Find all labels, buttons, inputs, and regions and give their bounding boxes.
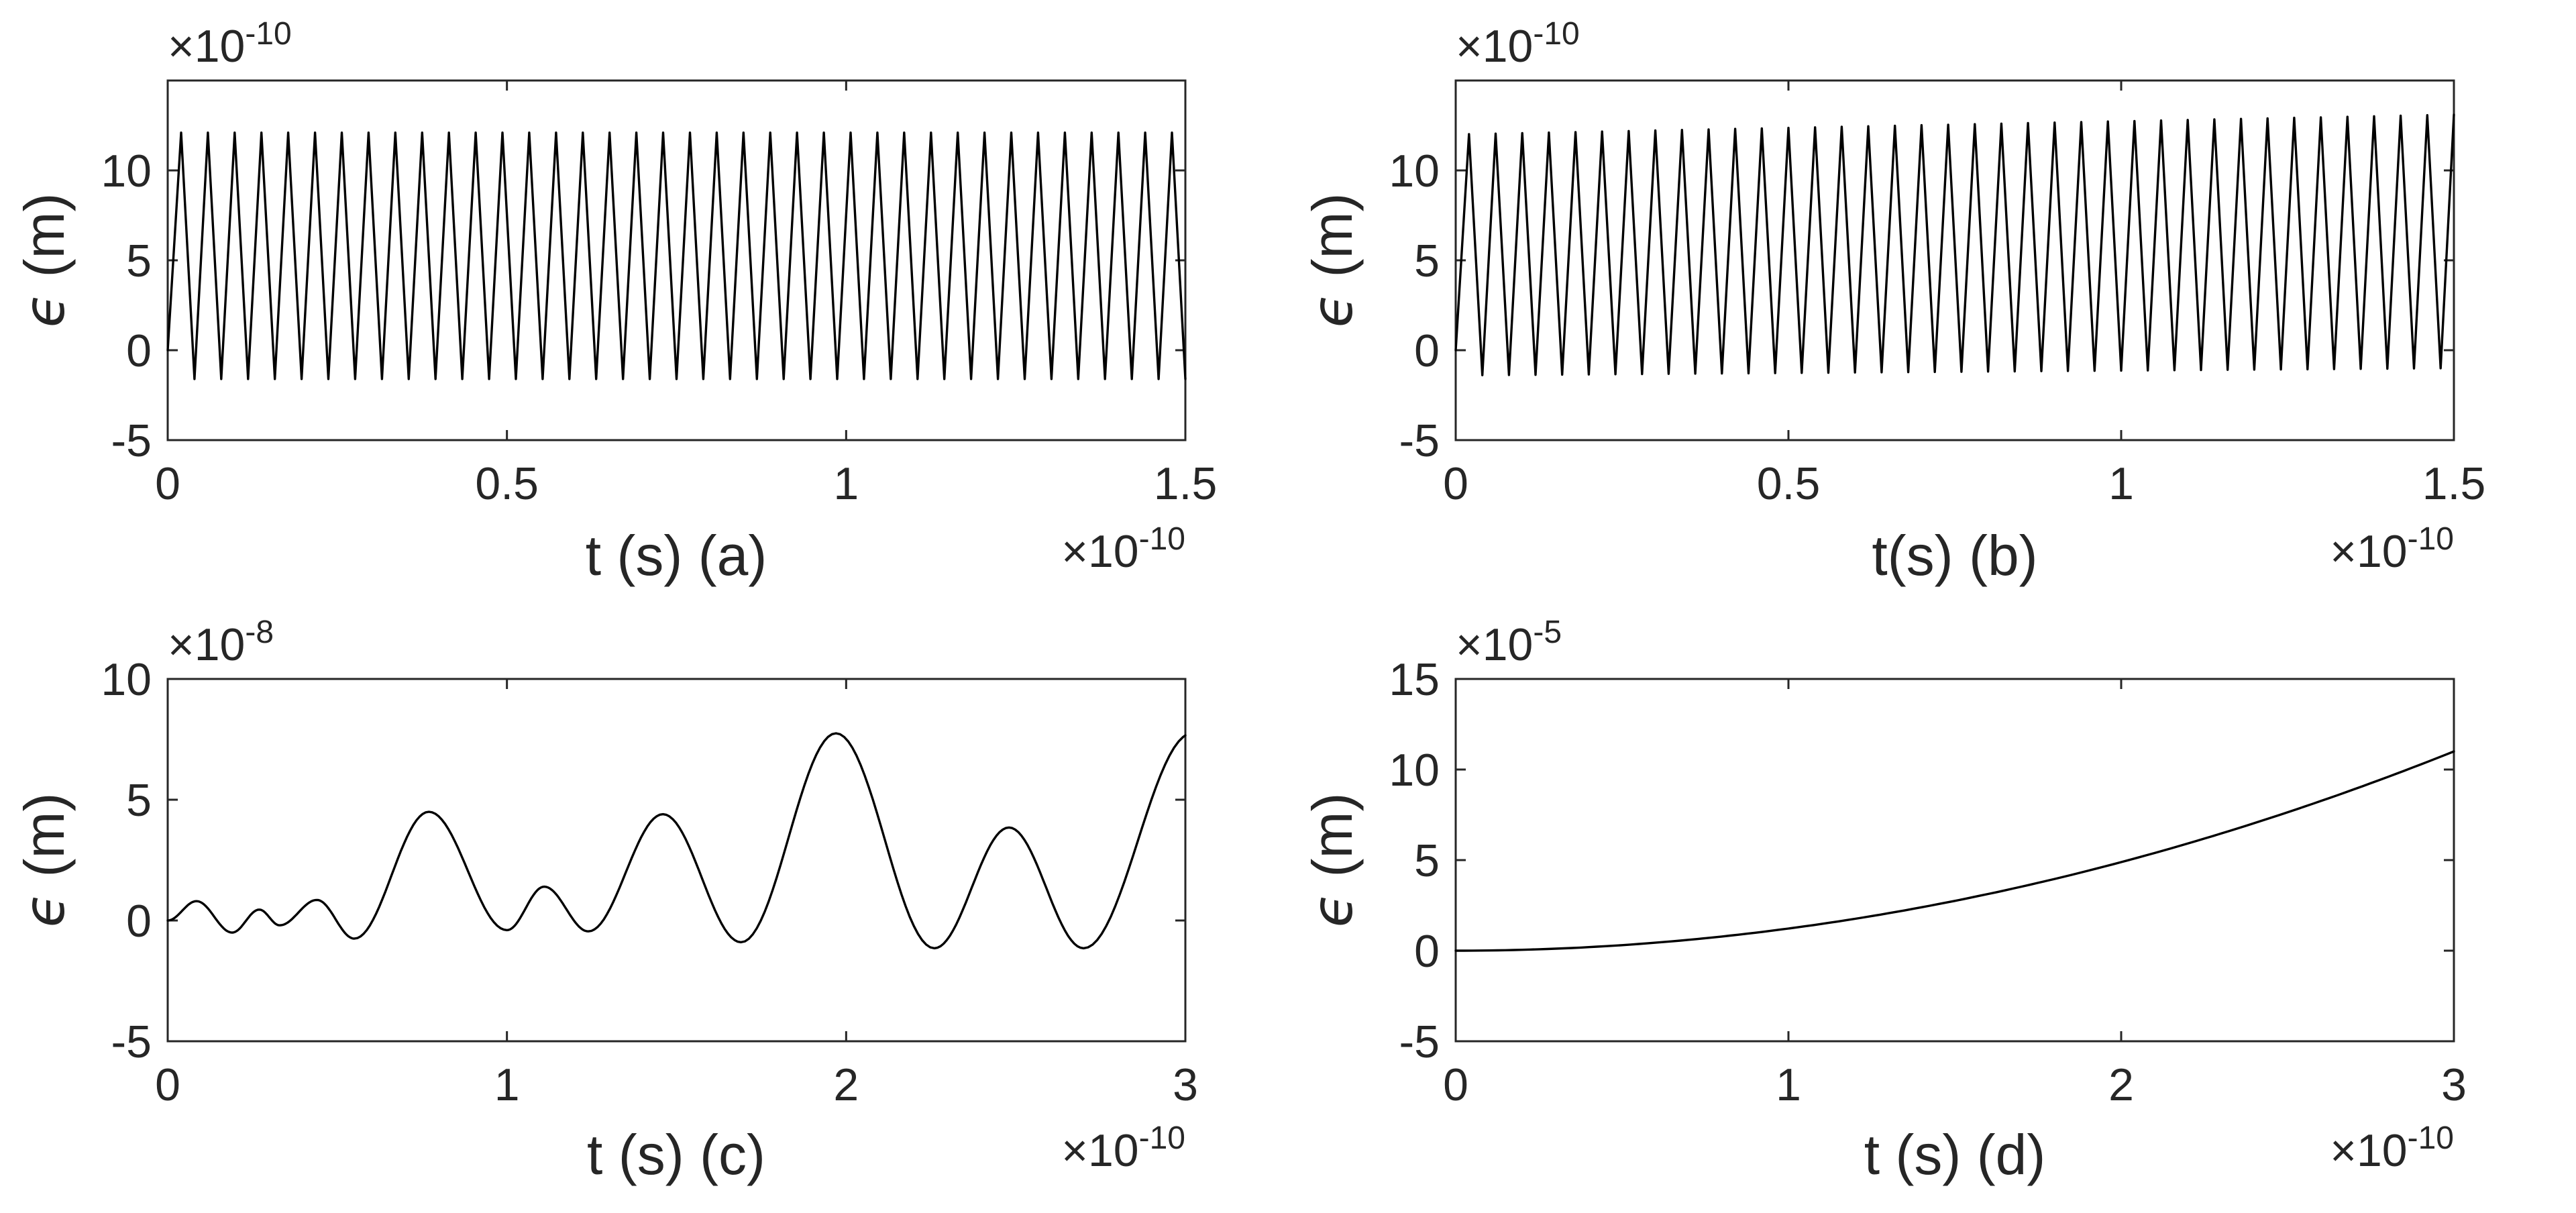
x-tick-label: 0.5 xyxy=(475,458,539,509)
exponent-power: -10 xyxy=(1139,1120,1185,1156)
y-tick-label: -5 xyxy=(1399,1016,1440,1067)
epsilon-symbol: ϵ xyxy=(1299,293,1365,328)
plot-area-d xyxy=(1454,678,2455,1043)
exponent-power: -10 xyxy=(245,16,291,52)
x-tick-label: 1 xyxy=(1776,1059,1801,1110)
exponent-base: ×10 xyxy=(1061,1125,1138,1176)
exponent-base: ×10 xyxy=(2330,1125,2407,1176)
x-tick-label: 1 xyxy=(494,1059,520,1110)
y-tick-label: 10 xyxy=(1389,745,1440,796)
exponent-power: -10 xyxy=(2408,1120,2454,1156)
y-tick-label: 10 xyxy=(1389,146,1440,197)
y-axis-exponent-a: ×10-10 xyxy=(168,16,292,72)
y-tick-label: -5 xyxy=(111,415,152,466)
y-axis-label-d: ϵ (m) xyxy=(1299,793,1365,928)
x-tick-label: 0.5 xyxy=(1757,458,1821,509)
x-tick-label: 2 xyxy=(2108,1059,2134,1110)
x-tick-label: 3 xyxy=(2441,1059,2467,1110)
y-tick-label: 0 xyxy=(126,325,152,376)
x-tick-label: 0 xyxy=(155,458,180,509)
y-axis-exponent-b: ×10-10 xyxy=(1456,16,1580,72)
exponent-base: ×10 xyxy=(168,21,245,72)
y-axis-label-c: ϵ (m) xyxy=(11,793,77,928)
y-tick-label: 0 xyxy=(1414,926,1440,977)
plot-area-a xyxy=(166,79,1187,441)
x-axis-exponent-b: ×10-10 xyxy=(2330,521,2454,577)
exponent-power: -10 xyxy=(1533,16,1579,52)
series-line-b xyxy=(1454,113,2455,376)
y-tick-label: 5 xyxy=(1414,235,1440,286)
series-line-a xyxy=(166,131,1187,380)
x-tick-label: 1 xyxy=(833,458,859,509)
exponent-power: -8 xyxy=(245,615,274,650)
y-tick-label: 5 xyxy=(126,235,152,286)
exponent-base: ×10 xyxy=(168,619,245,670)
y-tick-label: 15 xyxy=(1389,654,1440,705)
exponent-power: -10 xyxy=(1139,521,1185,557)
series-line-c xyxy=(166,732,1187,950)
y-tick-label: -5 xyxy=(1399,415,1440,466)
x-axis-exponent-c: ×10-10 xyxy=(1061,1120,1185,1176)
y-axis-exponent-d: ×10-5 xyxy=(1456,615,1562,670)
y-tick-label: 10 xyxy=(101,146,152,197)
exponent-base: ×10 xyxy=(2330,526,2407,577)
x-axis-label-b: t(s) (b) xyxy=(1872,524,2037,587)
exponent-power: -10 xyxy=(2408,521,2454,557)
x-tick-label: 0 xyxy=(1443,458,1468,509)
y-tick-label: -5 xyxy=(111,1016,152,1067)
x-tick-label: 2 xyxy=(833,1059,859,1110)
series-line-d xyxy=(1454,750,2455,952)
y-axis-unit: (m) xyxy=(1301,193,1364,293)
x-tick-label: 1.5 xyxy=(1154,458,1218,509)
y-axis-label-a: ϵ (m) xyxy=(11,193,77,328)
x-tick-label: 1 xyxy=(2108,458,2134,509)
x-tick-label: 0 xyxy=(155,1059,180,1110)
x-tick-label: 0 xyxy=(1443,1059,1468,1110)
epsilon-symbol: ϵ xyxy=(11,893,77,928)
x-axis-label-d: t (s) (d) xyxy=(1864,1123,2046,1186)
y-tick-label: 10 xyxy=(101,654,152,705)
x-axis-exponent-a: ×10-10 xyxy=(1061,521,1185,577)
y-axis-unit: (m) xyxy=(1301,793,1364,893)
epsilon-symbol: ϵ xyxy=(1299,893,1365,928)
exponent-base: ×10 xyxy=(1061,526,1138,577)
exponent-power: -5 xyxy=(1533,615,1562,650)
y-tick-label: 5 xyxy=(1414,835,1440,886)
y-axis-label-b: ϵ (m) xyxy=(1299,193,1365,328)
y-tick-label: 5 xyxy=(126,775,152,826)
y-axis-exponent-c: ×10-8 xyxy=(168,615,274,670)
y-tick-label: 0 xyxy=(126,896,152,947)
epsilon-symbol: ϵ xyxy=(11,293,77,328)
x-tick-label: 3 xyxy=(1173,1059,1198,1110)
y-axis-unit: (m) xyxy=(13,193,76,293)
exponent-base: ×10 xyxy=(1456,619,1533,670)
y-axis-unit: (m) xyxy=(13,793,76,893)
x-tick-label: 1.5 xyxy=(2422,458,2486,509)
x-axis-exponent-d: ×10-10 xyxy=(2330,1120,2454,1176)
plot-area-c xyxy=(166,678,1187,1043)
y-tick-label: 0 xyxy=(1414,325,1440,376)
x-axis-label-c: t (s) (c) xyxy=(587,1123,765,1186)
x-axis-label-a: t (s) (a) xyxy=(586,524,767,587)
exponent-base: ×10 xyxy=(1456,21,1533,72)
